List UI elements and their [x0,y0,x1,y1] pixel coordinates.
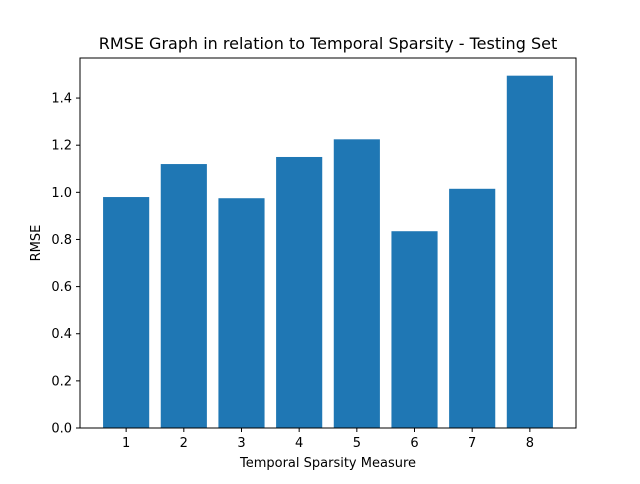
bar-2 [160,164,207,428]
y-tick-label: 1.4 [51,92,72,107]
y-axis-ticks: 0.0 0.2 0.4 0.6 0.8 1.0 1.2 1.4 [51,92,80,437]
bar-5 [333,139,380,428]
x-tick-label: 8 [526,436,534,451]
x-axis-ticks: 1 2 3 4 5 6 7 8 [122,428,534,451]
bar-4 [276,156,323,428]
x-tick-label: 5 [353,436,361,451]
bar-7 [449,188,496,428]
x-tick-label: 7 [468,436,476,451]
bar-8 [506,75,553,428]
bar-3 [218,198,265,428]
bar-6 [391,231,438,428]
y-tick-label: 0.6 [51,280,72,295]
x-tick-label: 6 [410,436,418,451]
axes-frame [79,57,577,429]
y-tick-label: 0.8 [51,233,72,248]
y-axis-label: RMSE [29,225,44,262]
bars-group [103,75,553,428]
x-tick-label: 1 [122,436,130,451]
x-tick-label: 3 [237,436,245,451]
y-tick-label: 1.2 [51,139,72,154]
x-tick-label: 4 [295,436,303,451]
y-tick-label: 1.0 [51,186,72,201]
y-tick-label: 0.0 [51,422,72,437]
bar-1 [103,197,150,428]
x-axis-label: Temporal Sparsity Measure [239,456,416,471]
y-tick-label: 0.4 [51,327,72,342]
y-tick-label: 0.2 [51,374,72,389]
x-tick-label: 2 [180,436,188,451]
chart-title: RMSE Graph in relation to Temporal Spars… [99,34,557,53]
